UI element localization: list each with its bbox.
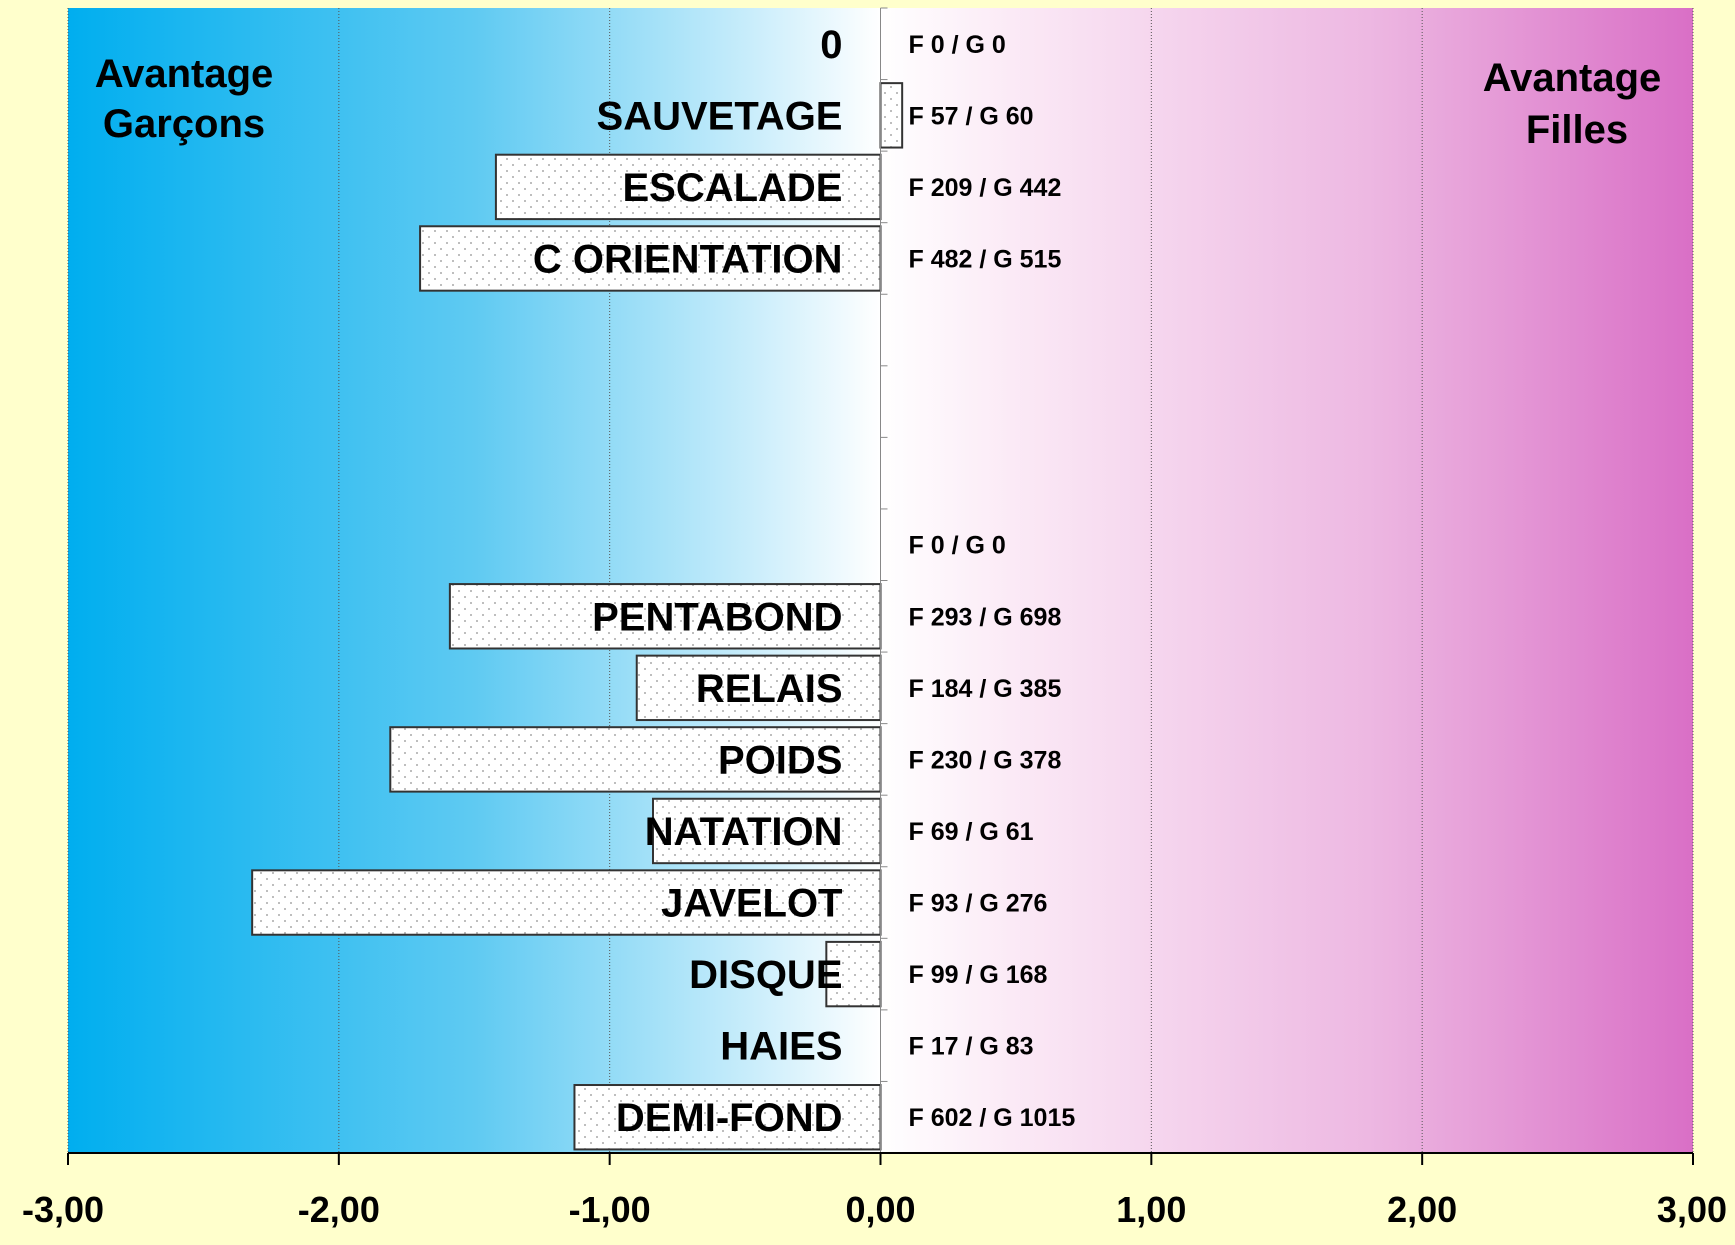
- category-label: JAVELOT: [661, 882, 843, 926]
- x-tick-label: 2,00: [1387, 1189, 1457, 1230]
- advantage-annotations: Avantage Garçons Avantage Filles: [95, 52, 1662, 152]
- count-label: F 184 / G 385: [909, 675, 1062, 703]
- category-label: ESCALADE: [622, 166, 842, 210]
- count-label: F 93 / G 276: [909, 890, 1048, 918]
- count-label: F 482 / G 515: [909, 245, 1062, 273]
- category-label: HAIES: [720, 1025, 842, 1069]
- bar: [825, 940, 882, 1008]
- x-tick-label: -1,00: [569, 1189, 651, 1230]
- category-label: DEMI-FOND: [616, 1096, 843, 1140]
- count-label: F 602 / G 1015: [909, 1104, 1076, 1132]
- count-label: F 0 / G 0: [909, 31, 1006, 59]
- count-label: F 99 / G 168: [909, 961, 1048, 989]
- annotation-left-line: Avantage: [95, 52, 274, 96]
- count-label: F 0 / G 0: [909, 532, 1006, 560]
- bar: [251, 869, 882, 936]
- category-label: 0: [820, 23, 842, 67]
- bar: [652, 797, 882, 865]
- count-label: F 69 / G 61: [909, 818, 1034, 846]
- category-label: C ORIENTATION: [533, 237, 843, 281]
- grid-lines: [67, 8, 1694, 1153]
- bar: [494, 153, 882, 221]
- x-tick-label: 3,00: [1657, 1189, 1727, 1230]
- category-label: DISQUE: [689, 953, 842, 997]
- bar: [419, 225, 882, 292]
- x-tick-label: 1,00: [1116, 1189, 1186, 1230]
- annotation-right-line: Filles: [1526, 108, 1628, 152]
- count-label: F 230 / G 378: [909, 746, 1062, 774]
- category-label: RELAIS: [696, 667, 843, 711]
- bars: [251, 82, 904, 1151]
- count-label: F 17 / G 83: [909, 1033, 1034, 1061]
- category-label: PENTABOND: [592, 595, 842, 639]
- x-tick-label: -2,00: [298, 1189, 380, 1230]
- count-labels: F 0 / G 0 F 57 / G 60 F 209 / G 442 F 482 /…: [909, 31, 1076, 1132]
- annotation-right-line: Avantage: [1483, 56, 1662, 100]
- bar: [879, 82, 904, 149]
- category-label: POIDS: [718, 738, 842, 782]
- category-label: NATATION: [645, 810, 843, 854]
- category-labels: 0 SAUVETAGE ESCALADE C ORIENTATION PENTABOND…: [533, 23, 843, 1140]
- count-label: F 57 / G 60: [909, 102, 1034, 130]
- count-label: F 293 / G 698: [909, 603, 1062, 631]
- bar: [573, 1084, 882, 1151]
- x-tick-label: 0,00: [845, 1189, 915, 1230]
- category-label: SAUVETAGE: [597, 94, 843, 138]
- annotation-left-line: Garçons: [103, 102, 265, 146]
- x-axis: -3,00 -2,00 -1,00 0,00 1,00 2,00 3,00: [22, 7, 1727, 1230]
- x-tick-label: -3,00: [22, 1189, 104, 1230]
- count-label: F 209 / G 442: [909, 174, 1062, 202]
